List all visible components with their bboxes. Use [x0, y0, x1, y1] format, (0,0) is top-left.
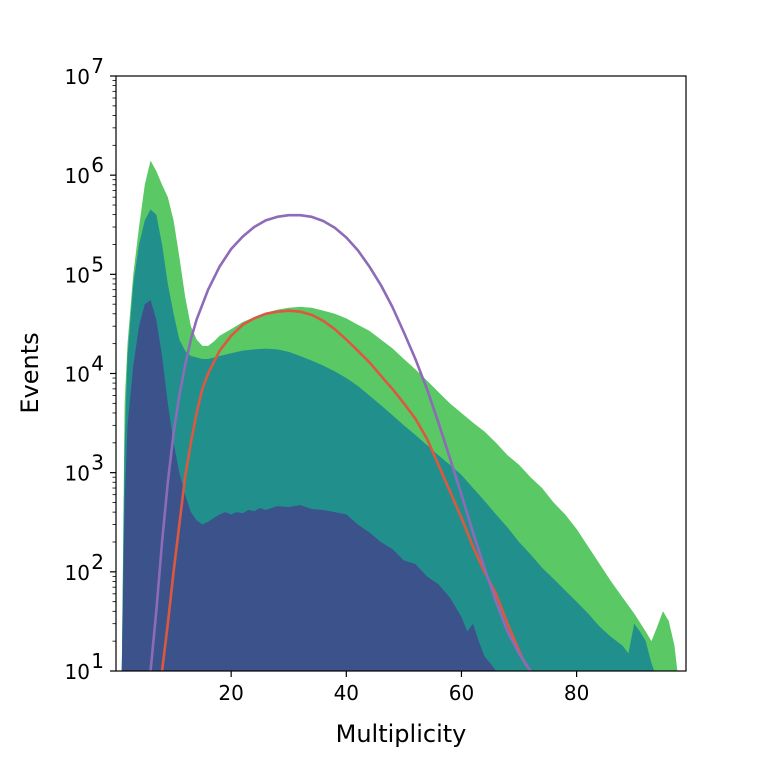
y-tick-label: 10: [65, 164, 90, 188]
y-tick-exponent: 7: [91, 54, 104, 78]
y-axis-label: Events: [16, 332, 44, 413]
y-tick-label: 10: [65, 363, 90, 387]
stacked-area-group: [121, 160, 678, 671]
line-0: [160, 309, 532, 671]
y-tick-label: 10: [65, 660, 90, 684]
line-1: [149, 213, 532, 671]
x-tick-label: 60: [449, 681, 474, 705]
x-axis: 20 40 60 80: [218, 671, 589, 705]
line-series-group: [149, 213, 532, 671]
y-tick-label: 10: [65, 263, 90, 287]
x-tick-label: 80: [564, 681, 589, 705]
y-tick-exponent: 6: [91, 153, 104, 177]
x-tick-label: 20: [218, 681, 243, 705]
x-axis-label: Multiplicity: [336, 720, 467, 748]
area-2: [121, 300, 496, 671]
y-tick-label: 10: [65, 462, 90, 486]
y-tick-exponent: 2: [91, 550, 104, 574]
y-tick-exponent: 1: [91, 649, 104, 673]
y-tick-label: 10: [65, 65, 90, 89]
y-tick-label: 10: [65, 561, 90, 585]
x-tick-label: 40: [334, 681, 359, 705]
y-tick-exponent: 5: [91, 252, 104, 276]
y-tick-exponent: 3: [91, 451, 104, 475]
y-tick-exponent: 4: [91, 352, 104, 376]
